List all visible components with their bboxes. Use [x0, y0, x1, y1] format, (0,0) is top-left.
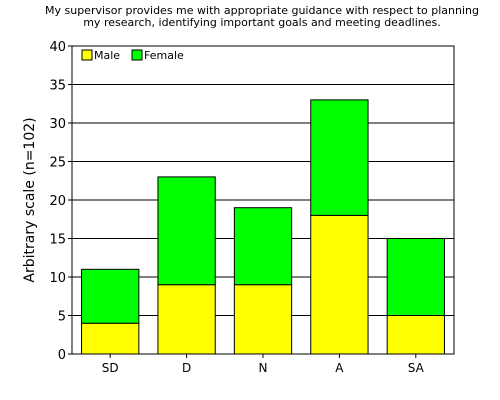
y-tick-label: 20	[49, 194, 66, 209]
x-category-label: A	[335, 361, 344, 375]
bars	[81, 99, 445, 355]
plot-frame	[71, 45, 455, 355]
bar-female-n	[233, 207, 293, 286]
bar-male-sd	[81, 322, 140, 355]
bar-female-a	[310, 99, 369, 216]
bar-male-sa	[386, 315, 445, 355]
y-tick-label: 30	[49, 117, 66, 132]
x-axis-labels: SD D N A SA	[102, 354, 425, 375]
bar-male-a	[310, 214, 369, 355]
y-tick-label: 5	[58, 310, 66, 325]
chart-title-line-2: my research, identifying important goals…	[83, 16, 441, 29]
x-category-label: SD	[102, 361, 119, 375]
legend-label-male: Male	[94, 49, 120, 62]
y-axis-ticks: 0 5 10 15 20 25 30 35 40	[49, 40, 72, 363]
y-tick-label: 10	[49, 271, 66, 286]
x-category-label: D	[182, 361, 191, 375]
x-category-label: SA	[408, 361, 425, 375]
bar-female-sa	[386, 238, 445, 316]
legend-label-female: Female	[144, 49, 184, 62]
y-tick-label: 40	[49, 40, 66, 55]
y-tick-label: 25	[49, 156, 66, 171]
bar-male-d	[157, 284, 216, 355]
y-tick-label: 35	[49, 79, 66, 94]
chart-title-line-1: My supervisor provides me with appropria…	[45, 4, 479, 17]
y-tick-label: 0	[58, 348, 66, 363]
x-category-label: N	[259, 361, 268, 375]
legend: Male Female	[81, 49, 184, 62]
bar-male-n	[233, 284, 293, 355]
bar-female-sd	[81, 268, 140, 324]
y-axis-title: Arbitrary scale (n=102)	[22, 117, 38, 282]
bar-female-d	[157, 176, 216, 286]
legend-swatch-female	[131, 49, 143, 61]
y-tick-label: 15	[49, 233, 66, 248]
legend-swatch-male	[81, 49, 93, 61]
